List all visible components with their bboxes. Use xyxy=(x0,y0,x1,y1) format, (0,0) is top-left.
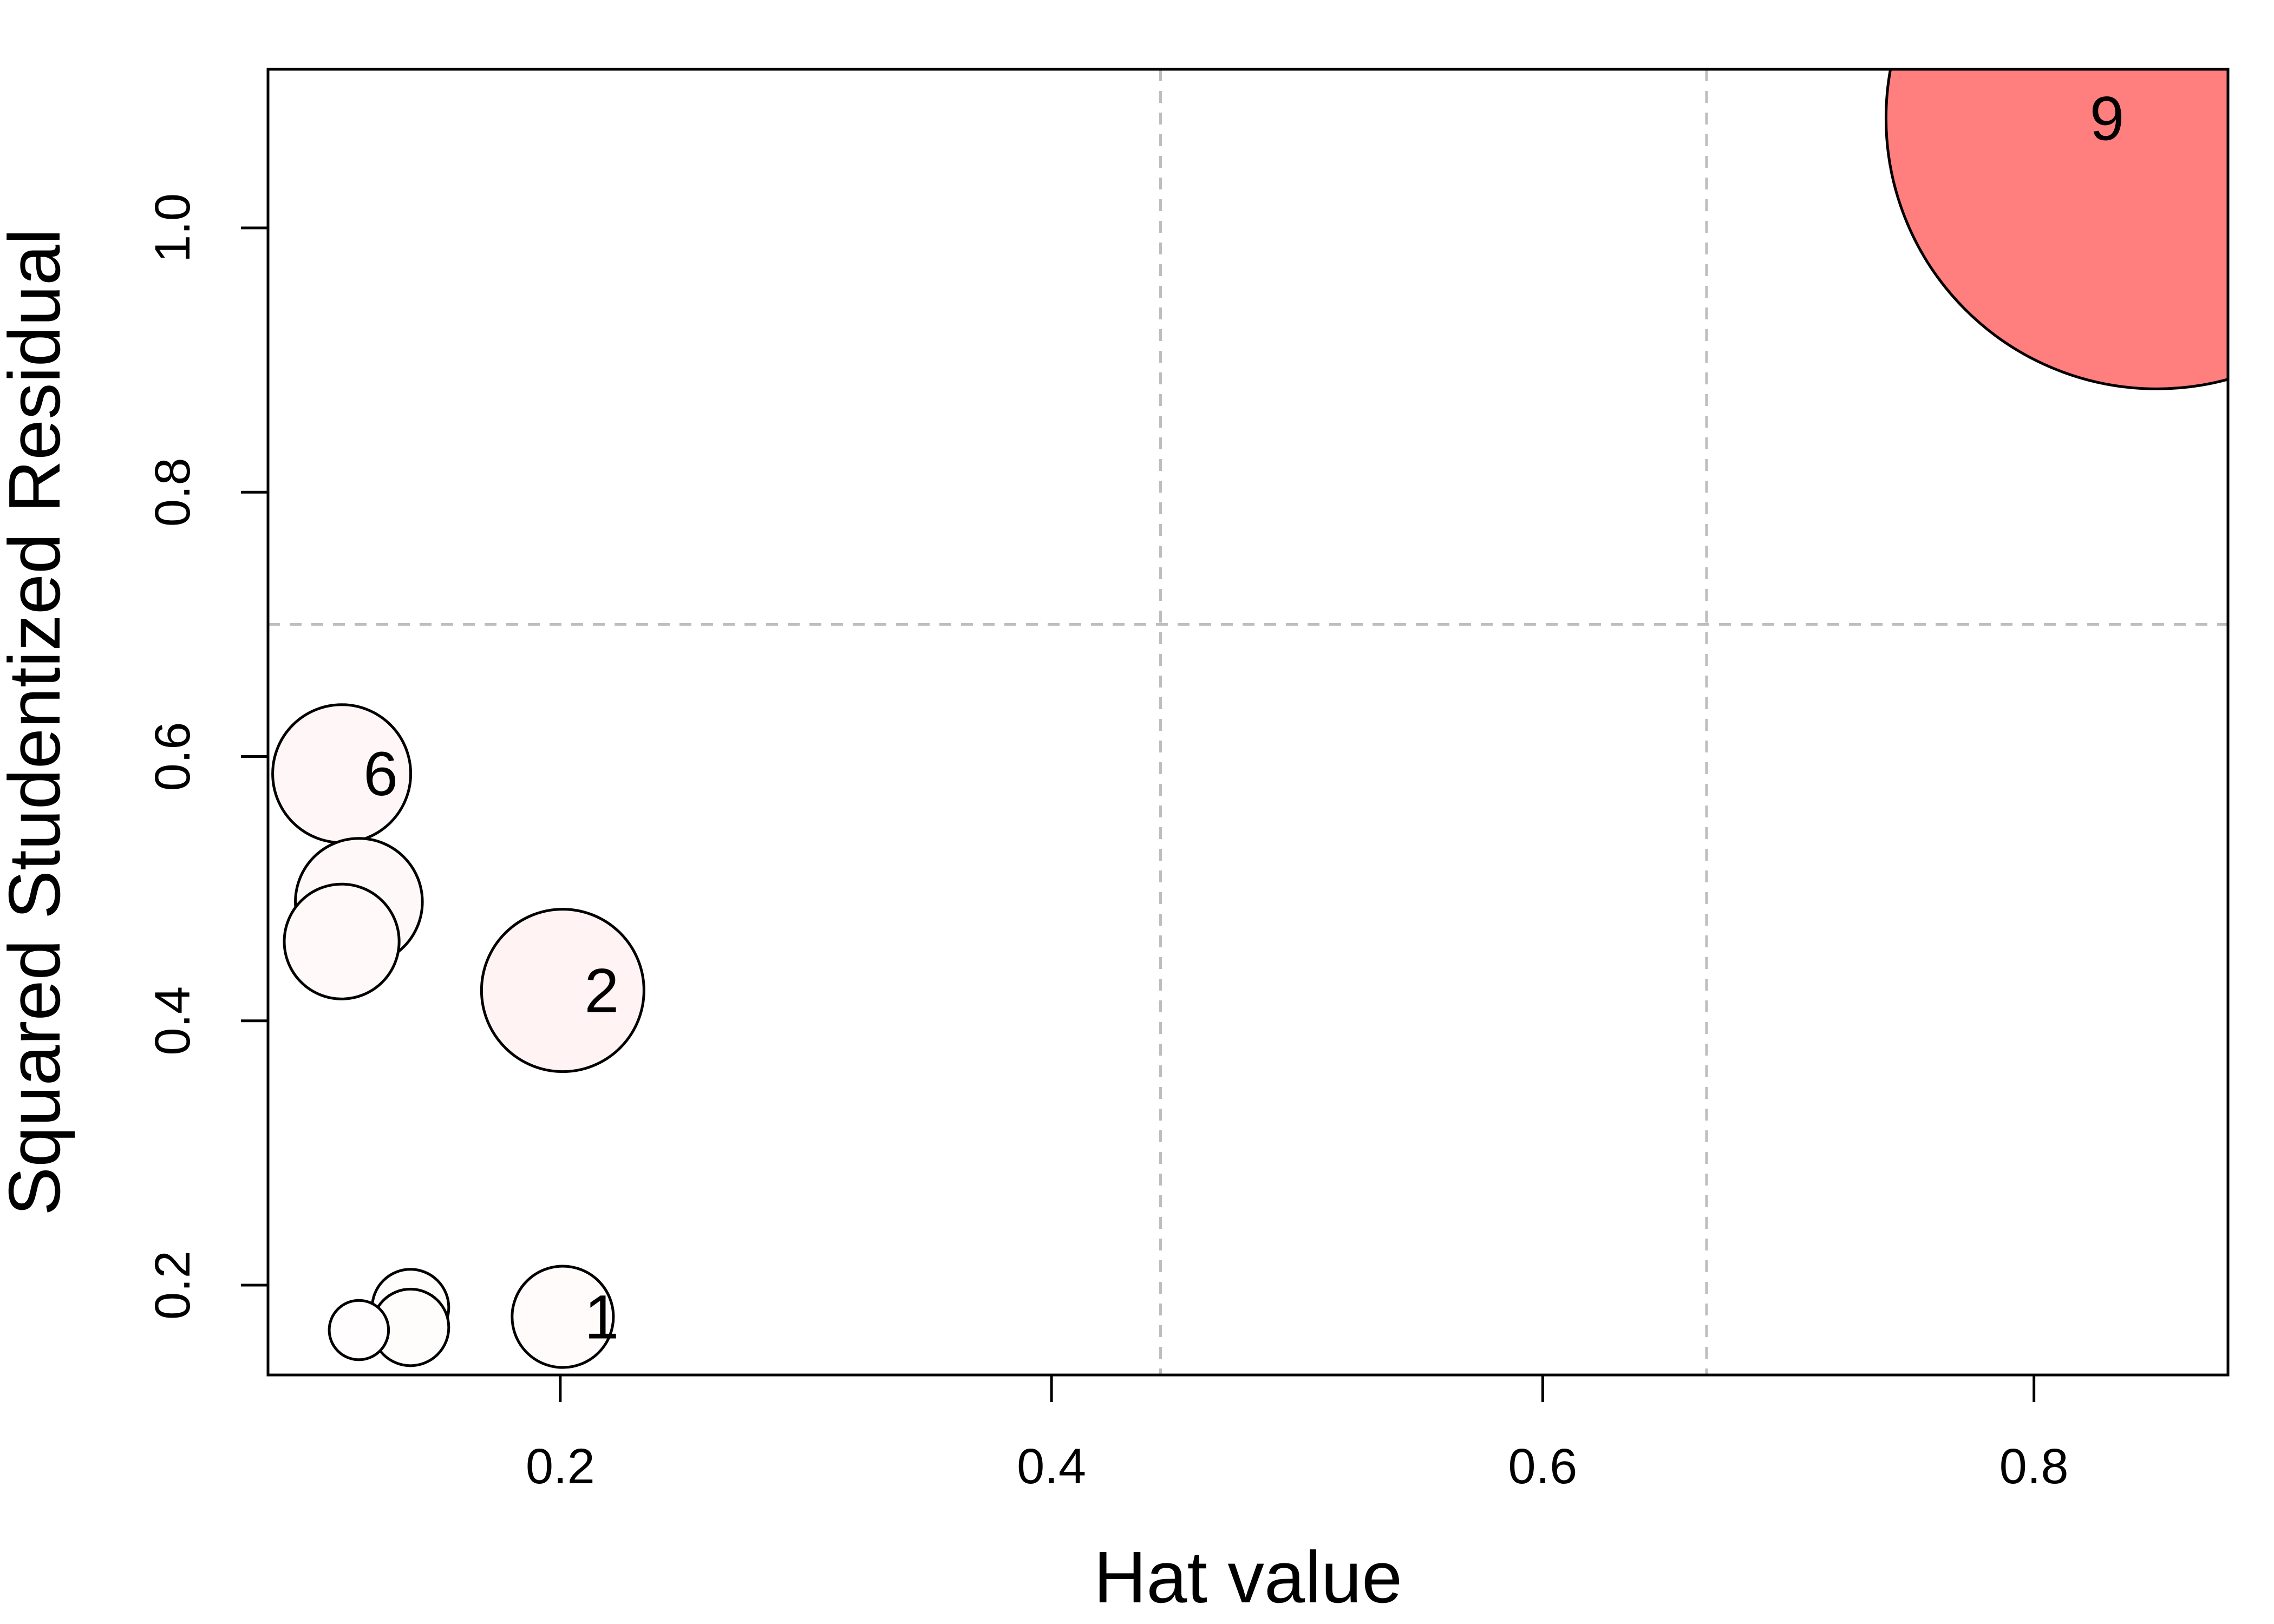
y-tick-label: 0.2 xyxy=(145,1250,200,1320)
data-point-3 xyxy=(283,882,401,1000)
plot-frame xyxy=(266,68,2230,1377)
y-axis-title: Squared Studentized Residual xyxy=(0,228,75,1216)
x-tick-label: 0.6 xyxy=(1508,1439,1577,1494)
x-axis-title: Hat value xyxy=(1094,1536,1402,1618)
data-point-2 xyxy=(480,908,645,1073)
y-tick-label: 0.6 xyxy=(145,722,200,791)
point-label-6: 6 xyxy=(363,739,398,809)
point-label-9: 9 xyxy=(2089,84,2124,153)
data-point-8 xyxy=(328,1299,390,1361)
data-point-9 xyxy=(1885,69,2228,390)
point-label-2: 2 xyxy=(584,957,619,1026)
point-label-1: 1 xyxy=(584,1283,619,1352)
x-tick-label: 0.2 xyxy=(526,1439,595,1494)
y-tick-label: 1.0 xyxy=(145,193,200,263)
x-tick-label: 0.4 xyxy=(1017,1439,1086,1494)
data-point-1 xyxy=(511,1265,615,1369)
y-tick-label: 0.8 xyxy=(145,457,200,527)
y-tick-label: 0.4 xyxy=(145,986,200,1056)
x-tick-label: 0.8 xyxy=(1999,1439,2069,1494)
